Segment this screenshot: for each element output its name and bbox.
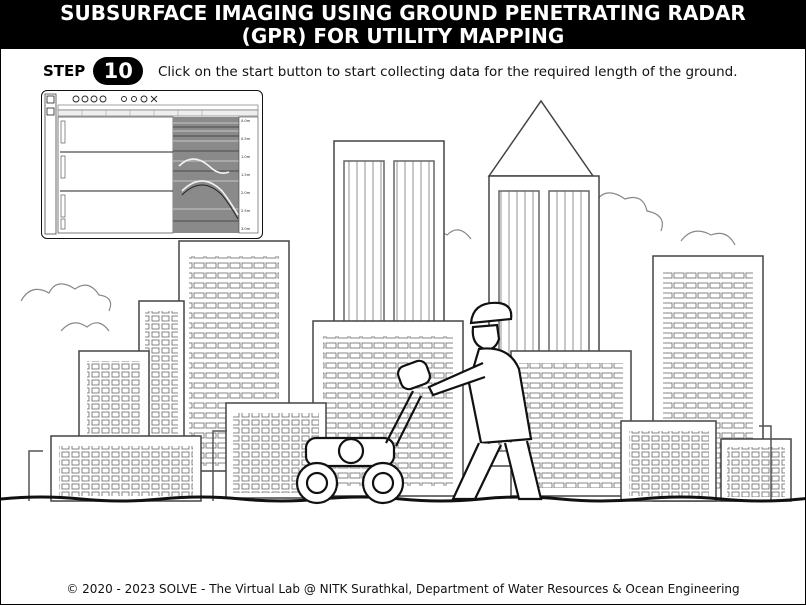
step-number-badge: 10 (93, 57, 144, 85)
depth-tick: 2.5m (241, 209, 251, 213)
gpr-software-window: 0.0m 0.5m 1.0m 1.5m 2.0m 2.5m 3.0m (41, 90, 263, 239)
side-tool-button[interactable] (46, 107, 55, 116)
footer-credits: © 2020 - 2023 SOLVE - The Virtual Lab @ … (66, 582, 740, 596)
refresh-icon[interactable] (72, 95, 80, 103)
zoom-out-icon[interactable] (131, 96, 137, 102)
close-icon[interactable] (150, 95, 158, 103)
street-lamps (28, 425, 772, 501)
ground-line (1, 495, 805, 503)
hyperbola-reflection (181, 180, 239, 216)
play-icon[interactable] (99, 95, 107, 103)
depth-tick: 1.0m (241, 155, 251, 159)
city-scene-illustration (1, 99, 805, 505)
hyperbola-reflection (178, 158, 230, 174)
zoom-in-icon[interactable] (121, 96, 127, 102)
gpr-window-canvas: 0.0m 0.5m 1.0m 1.5m 2.0m 2.5m 3.0m (44, 93, 259, 235)
depth-tick: 3.0m (241, 227, 251, 231)
toolbar (72, 95, 158, 103)
record-icon[interactable] (81, 95, 89, 103)
depth-tick: 1.5m (241, 173, 251, 177)
title-line-2: (GPR) FOR UTILITY MAPPING (241, 24, 565, 48)
page-header: SUBSURFACE IMAGING USING GROUND PENETRAT… (1, 1, 805, 49)
title-line-1: SUBSURFACE IMAGING USING GROUND PENETRAT… (60, 1, 746, 25)
step-indicator: STEP 10 (43, 57, 144, 85)
depth-tick: 0.5m (241, 137, 251, 141)
start-button[interactable] (46, 95, 55, 104)
stop-icon[interactable] (90, 95, 98, 103)
settings-icon[interactable] (140, 95, 148, 103)
gpr-operator (427, 301, 543, 501)
depth-tick: 0.0m (241, 119, 251, 123)
step-label: STEP (43, 62, 86, 80)
gpr-cart (295, 359, 432, 505)
depth-tick: 2.0m (241, 191, 251, 195)
step-instruction: Click on the start button to start colle… (158, 64, 738, 80)
